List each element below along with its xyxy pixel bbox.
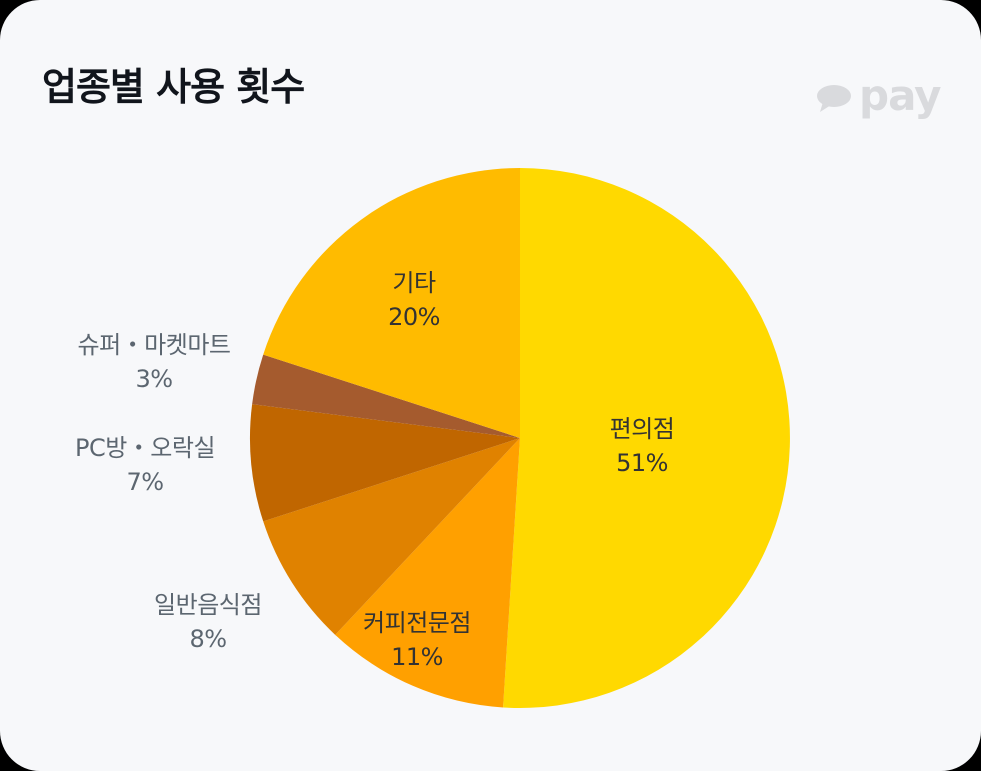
label-name: 편의점 [609, 415, 675, 443]
pie-slice-other [263, 168, 520, 438]
label-pct: 3% [135, 365, 173, 393]
label-name: 기타 [392, 269, 436, 297]
pie-slice-coffee [335, 438, 520, 708]
pay-logo: pay [815, 71, 941, 120]
label-name: PC방・오락실 [74, 434, 216, 462]
label-pct: 7% [126, 468, 164, 496]
pie-slice-restaurant [263, 438, 520, 635]
slice-label-pcroom: PC방・오락실 7% [74, 431, 216, 499]
label-name: 커피전문점 [363, 609, 471, 637]
label-name: 슈퍼・마켓마트 [77, 331, 231, 359]
slice-label-supermarket: 슈퍼・마켓마트 3% [78, 328, 231, 396]
pie-slice-supermarket [252, 354, 520, 438]
logo-text: pay [859, 71, 941, 120]
chart-title: 업종별 사용 횟수 [42, 65, 305, 109]
label-name: 일반음식점 [154, 591, 262, 619]
pie-slice-pcroom [249, 404, 520, 522]
pie-slice-convenience [503, 168, 790, 708]
label-pct: 8% [189, 625, 227, 653]
slice-label-coffee: 커피전문점 11% [363, 606, 471, 674]
slice-label-restaurant: 일반음식점 8% [154, 588, 262, 656]
label-pct: 11% [391, 643, 443, 671]
slice-label-convenience: 편의점 51% [610, 412, 675, 480]
slice-label-other: 기타 20% [388, 266, 440, 334]
label-pct: 51% [616, 449, 668, 477]
speech-bubble-icon [817, 85, 851, 112]
label-pct: 20% [388, 303, 440, 331]
